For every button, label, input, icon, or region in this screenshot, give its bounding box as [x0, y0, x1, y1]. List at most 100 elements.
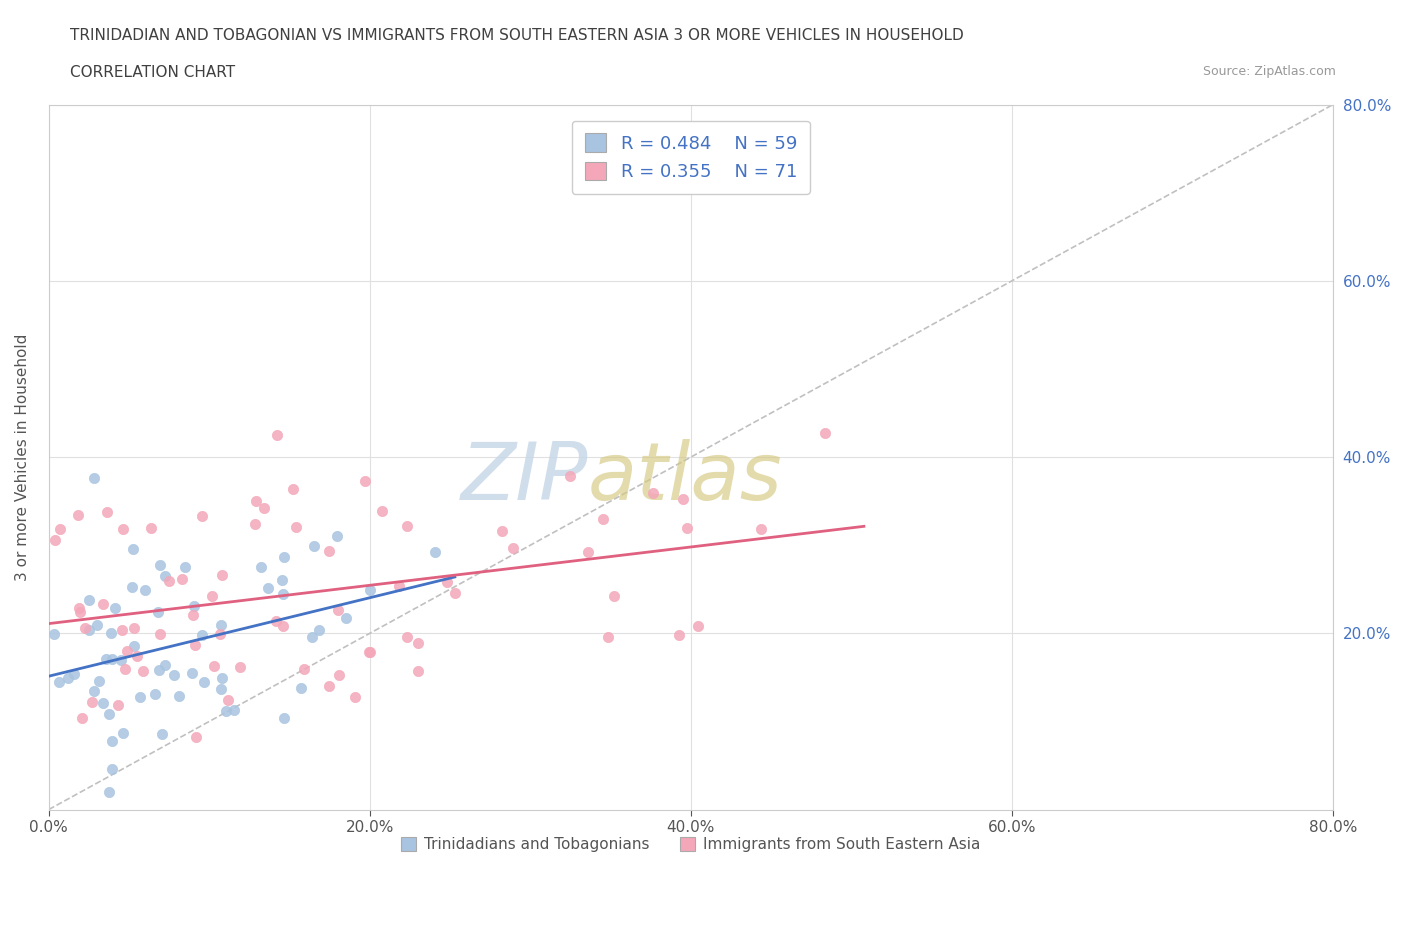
- Point: [211, 671, 233, 685]
- Point: [114, 662, 136, 677]
- Point: [139, 521, 162, 536]
- Point: [80, 695, 103, 710]
- Point: [396, 519, 419, 534]
- Point: [224, 703, 246, 718]
- Point: [357, 644, 380, 659]
- Point: [266, 614, 288, 629]
- Point: [749, 522, 772, 537]
- Point: [688, 618, 710, 633]
- Point: [132, 663, 155, 678]
- Point: [285, 520, 308, 535]
- Point: [388, 578, 411, 593]
- Point: [676, 520, 699, 535]
- Point: [359, 644, 381, 659]
- Point: [249, 559, 271, 574]
- Point: [243, 517, 266, 532]
- Point: [209, 618, 232, 632]
- Point: [301, 630, 323, 644]
- Text: ZIP: ZIP: [461, 439, 588, 517]
- Point: [170, 571, 193, 586]
- Point: [148, 627, 170, 642]
- Point: [201, 589, 224, 604]
- Point: [129, 690, 152, 705]
- Point: [96, 505, 118, 520]
- Point: [436, 575, 458, 590]
- Point: [155, 568, 177, 583]
- Point: [122, 639, 145, 654]
- Point: [211, 568, 233, 583]
- Point: [641, 485, 664, 500]
- Point: [281, 482, 304, 497]
- Point: [558, 469, 581, 484]
- Point: [229, 659, 252, 674]
- Point: [97, 785, 120, 800]
- Point: [215, 704, 238, 719]
- Point: [69, 601, 91, 616]
- Point: [292, 661, 315, 676]
- Point: [273, 550, 295, 565]
- Point: [122, 620, 145, 635]
- Point: [100, 762, 122, 777]
- Point: [273, 711, 295, 725]
- Point: [167, 688, 190, 703]
- Point: [107, 698, 129, 712]
- Point: [149, 557, 172, 572]
- Point: [148, 605, 170, 620]
- Point: [444, 586, 467, 601]
- Point: [814, 426, 837, 441]
- Text: TRINIDADIAN AND TOBAGONIAN VS IMMIGRANTS FROM SOUTH EASTERN ASIA 3 OR MORE VEHIC: TRINIDADIAN AND TOBAGONIAN VS IMMIGRANTS…: [70, 28, 965, 43]
- Point: [502, 540, 524, 555]
- Point: [271, 573, 294, 588]
- Point: [87, 673, 110, 688]
- Point: [343, 689, 366, 704]
- Point: [576, 544, 599, 559]
- Point: [190, 628, 212, 643]
- Point: [271, 587, 294, 602]
- Text: Source: ZipAtlas.com: Source: ZipAtlas.com: [1202, 65, 1336, 78]
- Point: [94, 652, 117, 667]
- Point: [101, 652, 124, 667]
- Point: [193, 675, 215, 690]
- Point: [308, 623, 330, 638]
- Point: [173, 560, 195, 575]
- Point: [44, 532, 66, 547]
- Point: [396, 630, 419, 644]
- Point: [671, 492, 693, 507]
- Point: [245, 494, 267, 509]
- Point: [69, 604, 91, 619]
- Point: [181, 666, 204, 681]
- Point: [125, 648, 148, 663]
- Point: [121, 542, 143, 557]
- Point: [115, 644, 138, 658]
- Point: [134, 582, 156, 597]
- Point: [143, 687, 166, 702]
- Point: [354, 474, 377, 489]
- Point: [112, 726, 135, 741]
- Point: [328, 668, 350, 683]
- Point: [150, 727, 173, 742]
- Point: [79, 622, 101, 637]
- Point: [98, 707, 121, 722]
- Point: [184, 638, 207, 653]
- Text: CORRELATION CHART: CORRELATION CHART: [70, 65, 235, 80]
- Point: [83, 471, 105, 485]
- Point: [157, 574, 180, 589]
- Point: [86, 618, 108, 632]
- Point: [75, 621, 97, 636]
- Point: [318, 543, 340, 558]
- Y-axis label: 3 or more Vehicles in Household: 3 or more Vehicles in Household: [15, 334, 30, 581]
- Point: [406, 664, 429, 679]
- Point: [326, 528, 349, 543]
- Point: [304, 538, 326, 553]
- Point: [425, 544, 447, 559]
- Point: [209, 682, 232, 697]
- Point: [668, 628, 690, 643]
- Point: [209, 627, 232, 642]
- Point: [110, 653, 132, 668]
- Legend: Trinidadians and Tobagonians, Immigrants from South Eastern Asia: Trinidadians and Tobagonians, Immigrants…: [395, 831, 987, 858]
- Point: [290, 681, 312, 696]
- Point: [191, 509, 214, 524]
- Point: [153, 658, 176, 672]
- Point: [592, 512, 614, 526]
- Point: [184, 730, 207, 745]
